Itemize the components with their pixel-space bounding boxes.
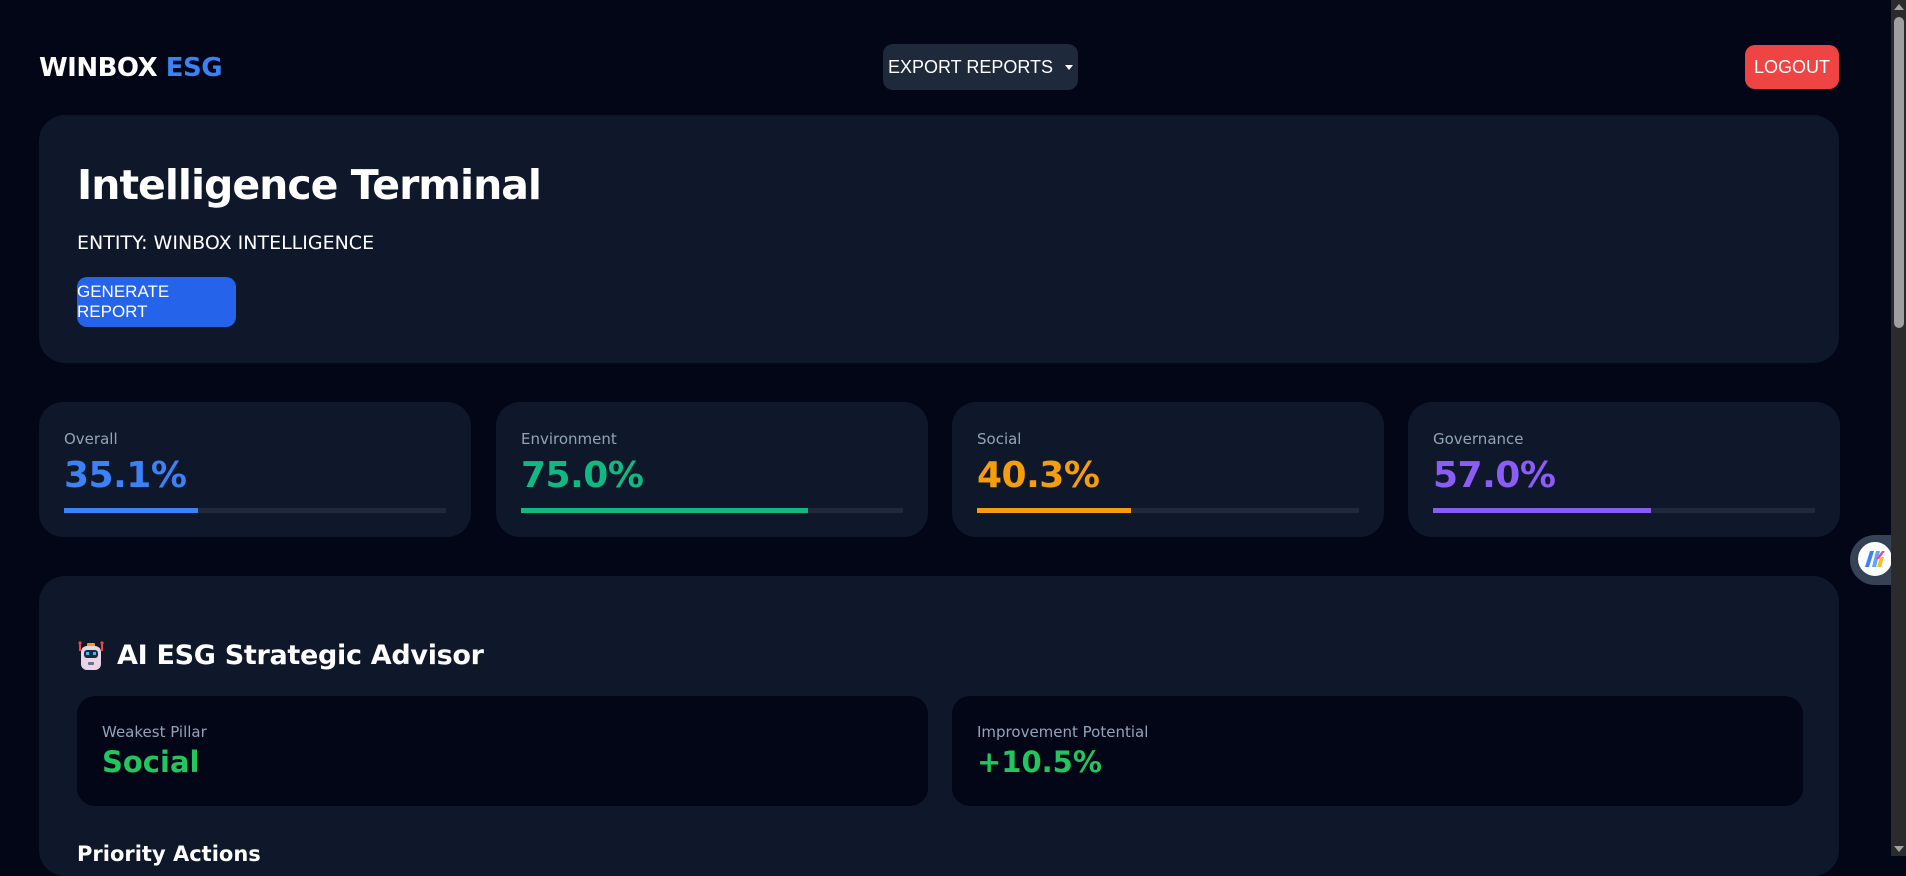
stat-card-social: Social 40.3%: [952, 402, 1384, 537]
logout-label: LOGOUT: [1753, 56, 1830, 77]
logo-accent: ESG: [165, 53, 223, 83]
stat-value: 57.0%: [1433, 455, 1556, 496]
progress-fill: [521, 508, 808, 513]
generate-report-label: GENERATE REPORT: [77, 282, 170, 321]
progress-track: [1433, 508, 1815, 513]
stat-label: Overall: [64, 430, 118, 448]
robot-icon: [77, 641, 105, 671]
stat-label: Social: [977, 430, 1022, 448]
hero-card: Intelligence Terminal ENTITY: WINBOX INT…: [39, 115, 1839, 363]
insight-card-improvement-potential: Improvement Potential +10.5%: [952, 696, 1803, 806]
stat-card-environment: Environment 75.0%: [496, 402, 928, 537]
stat-value: 40.3%: [977, 455, 1100, 496]
chevron-down-icon: [1065, 64, 1074, 70]
logo-main: WINBOX: [39, 53, 158, 83]
insight-value: +10.5%: [977, 745, 1102, 779]
progress-track: [64, 508, 446, 513]
entity-label: ENTITY: WINBOX INTELLIGENCE: [77, 232, 375, 254]
progress-fill: [64, 508, 199, 513]
insight-value: Social: [102, 745, 200, 779]
vertical-scrollbar[interactable]: [1891, 0, 1906, 856]
progress-fill: [977, 508, 1131, 513]
insight-label: Improvement Potential: [977, 723, 1149, 741]
logout-button[interactable]: LOGOUT: [1745, 45, 1839, 89]
assistant-logo-icon: [1855, 539, 1895, 579]
progress-track: [977, 508, 1359, 513]
insight-label: Weakest Pillar: [102, 723, 207, 741]
scroll-down-arrow-icon[interactable]: [1894, 846, 1904, 852]
stat-label: Environment: [521, 430, 617, 448]
scroll-up-arrow-icon[interactable]: [1894, 4, 1904, 10]
progress-fill: [1433, 508, 1651, 513]
stat-value: 75.0%: [521, 455, 644, 496]
scrollbar-thumb[interactable]: [1894, 17, 1904, 328]
export-reports-label: EXPORT REPORTS: [887, 56, 1054, 77]
stat-card-overall: Overall 35.1%: [39, 402, 471, 537]
export-reports-button[interactable]: EXPORT REPORTS: [883, 44, 1078, 90]
logo: WINBOX ESG: [39, 52, 223, 84]
stat-value: 35.1%: [64, 455, 187, 496]
priority-actions-heading: Priority Actions: [77, 842, 261, 866]
page-title: Intelligence Terminal: [77, 161, 542, 209]
advisor-heading: AI ESG Strategic Advisor: [77, 638, 484, 674]
progress-track: [521, 508, 903, 513]
stat-label: Governance: [1433, 430, 1524, 448]
stat-card-governance: Governance 57.0%: [1408, 402, 1840, 537]
insight-card-weakest-pillar: Weakest Pillar Social: [77, 696, 928, 806]
advisor-title: AI ESG Strategic Advisor: [117, 640, 484, 671]
ai-advisor-panel: AI ESG Strategic Advisor Weakest Pillar …: [39, 576, 1839, 876]
page: WINBOX ESG EXPORT REPORTS LOGOUT Intelli…: [39, 44, 1840, 876]
generate-report-button[interactable]: GENERATE REPORT: [77, 277, 236, 327]
